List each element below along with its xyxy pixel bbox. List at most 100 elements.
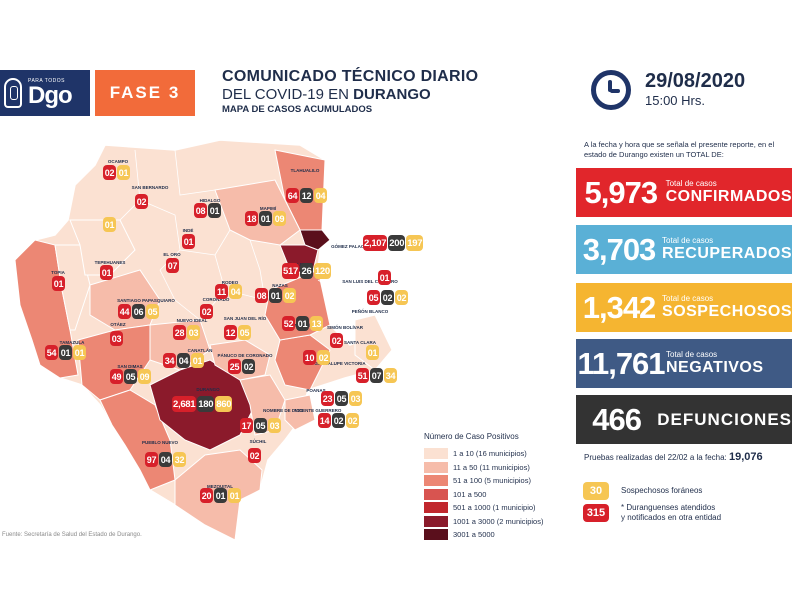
suspected-badge: 02	[346, 413, 359, 428]
suspected-badge: 09	[138, 369, 151, 384]
legend-label: 1 a 10 (16 municipios)	[453, 449, 527, 458]
suspected-badge: 02	[283, 288, 296, 303]
municipality-badges: 08 01 02	[255, 288, 297, 303]
suspected-badge: 01	[117, 165, 130, 180]
suspected-badge: 03	[187, 325, 200, 340]
stat-box-defunciones: 466 DEFUNCIONES	[576, 395, 792, 444]
municipality-label: VICENTE GUERRERO	[294, 408, 342, 413]
legend-item: 1001 a 3000 (2 municipios)	[424, 515, 544, 527]
report-time: 15:00 Hrs.	[645, 93, 705, 108]
municipality-label: TOPIA	[51, 270, 65, 275]
municipality-badges: 02	[200, 304, 214, 319]
deaths-badge: 05	[254, 418, 267, 433]
suspected-badge: 01	[103, 217, 116, 232]
confirmed-badge: 01	[100, 265, 113, 280]
confirmed-badge: 17	[240, 418, 253, 433]
confirmed-badge: 02	[200, 304, 213, 319]
municipality-badges: 10 02	[303, 350, 331, 365]
confirmed-badge: 18	[245, 211, 258, 226]
municipality-badges: 08 01	[194, 203, 222, 218]
municipality-badges: 01	[182, 234, 196, 249]
municipality-label: INDÉ	[182, 228, 194, 233]
municipality-badges: 01	[103, 217, 117, 232]
suspected-badge: 120	[313, 263, 331, 279]
municipality-badges: 02	[135, 194, 149, 209]
deaths-badge: 26	[299, 263, 313, 279]
suspected-badge: 34	[384, 368, 397, 383]
state-logo: PARA TODOS Dgo	[0, 70, 90, 116]
region-gomez-palacio	[299, 229, 331, 251]
clock-icon	[591, 70, 631, 110]
legend-label: 501 a 1000 (1 municipio)	[453, 503, 536, 512]
legend-item: 101 a 500	[424, 488, 486, 500]
municipality-badges: 2,107 200 197	[363, 235, 424, 251]
stat-caption: Total de casos	[666, 350, 718, 359]
foreign-label: Sospechosos foráneos	[621, 486, 703, 495]
stat-value: 466	[592, 401, 642, 437]
logo-tagline: PARA TODOS	[28, 77, 65, 84]
suspected-badge: 860	[215, 396, 233, 412]
municipality-label: CANATLÁN	[187, 348, 213, 353]
deaths-badge: 01	[259, 211, 272, 226]
municipality-badges: 01	[378, 270, 392, 285]
suspected-badge: 13	[310, 316, 323, 331]
municipality-label: CORONADO	[202, 297, 230, 302]
municipality-label: OTÁEZ	[110, 322, 126, 327]
deaths-badge: 200	[388, 235, 406, 251]
suspected-badge: 01	[73, 345, 86, 360]
phase-badge: FASE 3	[95, 70, 195, 116]
municipality-badges: 51 07 34	[356, 368, 398, 383]
municipality-badges: 01	[366, 345, 380, 360]
map-subtitle: MAPA DE CASOS ACUMULADOS	[222, 104, 373, 115]
deaths-badge: 01	[214, 488, 227, 503]
municipality-badges: 18 01 09	[245, 211, 287, 226]
confirmed-badge: 64	[286, 188, 299, 203]
confirmed-badge: 23	[321, 391, 334, 406]
report-title-line2: DEL COVID-19 EN DURANGO	[222, 86, 431, 103]
legend-label: 51 a 100 (5 municipios)	[453, 476, 531, 485]
municipality-badges: 05 02 02	[367, 290, 409, 305]
foreign-badge: 30	[583, 482, 609, 500]
deaths-badge: 05	[124, 369, 137, 384]
confirmed-badge: 02	[248, 448, 261, 463]
confirmed-badge: 20	[200, 488, 213, 503]
municipality-label: NOMBRE DE DIOS	[263, 408, 303, 413]
municipality-label: RODEO	[221, 280, 239, 285]
confirmed-badge: 44	[118, 304, 131, 319]
municipality-label: PUEBLO NUEVO	[141, 440, 179, 445]
confirmed-badge: 517	[282, 263, 299, 279]
confirmed-badge: 01	[182, 234, 195, 249]
legend-item: 11 a 50 (11 municipios)	[424, 461, 530, 473]
legend-title: Número de Caso Positivos	[424, 432, 519, 441]
municipality-label: MAPIMÍ	[259, 206, 277, 211]
municipality-label: GUADALUPE VICTORIA	[314, 361, 366, 366]
stat-label: DEFUNCIONES	[657, 410, 792, 429]
stat-label: RECUPERADOS	[662, 245, 792, 262]
region-tamazula	[14, 239, 79, 379]
confirmed-badge: 97	[145, 452, 158, 467]
deaths-badge: 07	[370, 368, 383, 383]
municipality-badges: 17 05 03	[240, 418, 282, 433]
confirmed-badge: 54	[45, 345, 58, 360]
deaths-badge: 02	[242, 359, 255, 374]
legend-item: 501 a 1000 (1 municipio)	[424, 502, 536, 513]
municipality-label: SAN LUIS DEL CORDERO	[342, 279, 398, 284]
legend-label: 1001 a 3000 (2 municipios)	[453, 516, 544, 526]
suspected-badge: 32	[173, 452, 186, 467]
source-note: Fuente: Secretaría de Salud del Estado d…	[2, 532, 142, 538]
deaths-badge: 06	[132, 304, 145, 319]
municipality-label: SANTIAGO PAPASQUIARO	[117, 298, 175, 303]
region-santa-clara	[354, 314, 393, 371]
municipality-badges: 01	[100, 265, 114, 280]
municipality-label: NUEVO IDEAL	[176, 318, 208, 323]
municipality-badges: 44 06 05	[118, 304, 160, 319]
stat-caption: Total de casos	[662, 294, 714, 303]
stat-value: 5,973	[584, 174, 659, 210]
municipality-badges: 11 04	[215, 284, 243, 299]
confirmed-badge: 08	[194, 203, 207, 218]
legend-item: 1 a 10 (16 municipios)	[424, 448, 527, 459]
confirmed-badge: 01	[378, 270, 391, 285]
municipality-label: GÓMEZ PALACIO	[331, 244, 369, 249]
legend-swatch	[424, 502, 448, 513]
municipality-label: PÁNUCO DE CORONADO	[217, 353, 273, 358]
